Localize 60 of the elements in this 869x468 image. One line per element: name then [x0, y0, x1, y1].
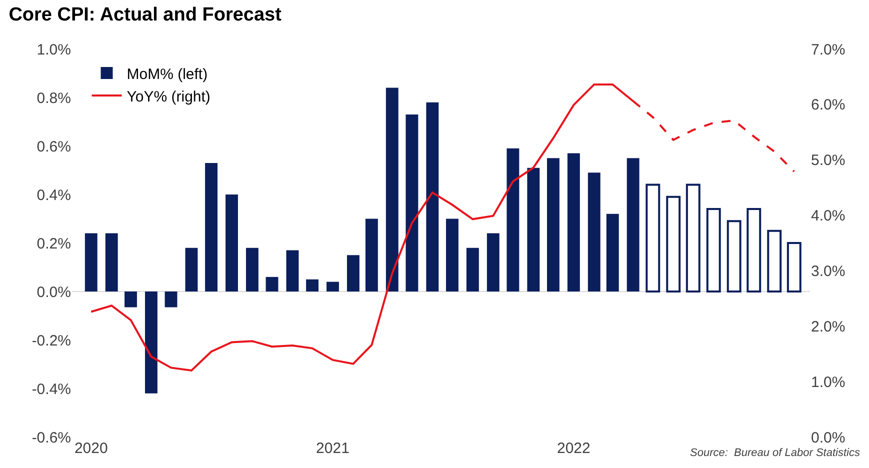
- bar: [205, 162, 218, 292]
- y-tick-label: 0.8%: [36, 90, 71, 107]
- y-tick-label: -0.2%: [32, 332, 71, 350]
- y-tick-label: 0.0%: [36, 284, 71, 301]
- bar: [406, 114, 418, 292]
- bar: [246, 248, 258, 292]
- y-tick-label: 0.4%: [36, 186, 71, 204]
- bar: [124, 292, 137, 308]
- bar: [426, 102, 439, 292]
- x-tick-label: 2020: [74, 440, 108, 457]
- y-tick-label: -0.4%: [32, 380, 71, 398]
- bar: [626, 158, 640, 292]
- y2-tick-label: 0.0%: [811, 429, 846, 446]
- legend-label: YoY% (right): [126, 88, 210, 106]
- chart-title: Core CPI: Actual and Forecast: [8, 4, 282, 26]
- bar: [547, 158, 560, 292]
- bar: [646, 184, 660, 292]
- bar: [185, 248, 198, 292]
- bar: [226, 194, 238, 292]
- bar: [84, 233, 98, 292]
- bar: [686, 184, 700, 292]
- x-tick-label: 2021: [316, 440, 350, 457]
- y2-tick-label: 3.0%: [811, 262, 846, 280]
- y2-tick-label: 7.0%: [811, 41, 846, 58]
- bar: [164, 292, 178, 308]
- source-note: Source: Bureau of Labor Statistics: [690, 447, 860, 459]
- bar: [606, 214, 619, 292]
- bar: [105, 233, 118, 292]
- bar: [286, 250, 299, 292]
- bar: [486, 233, 500, 292]
- bar: [767, 230, 782, 292]
- bar: [666, 196, 681, 292]
- bar: [588, 172, 600, 292]
- bar: [786, 242, 802, 292]
- y2-tick-label: 6.0%: [811, 96, 846, 114]
- bar: [446, 218, 458, 292]
- bar: [567, 153, 580, 292]
- bar: [306, 279, 318, 292]
- x-tick-label: 2022: [556, 440, 590, 457]
- bar: [466, 248, 479, 292]
- bar: [346, 255, 360, 292]
- bar: [326, 282, 339, 292]
- y2-tick-label: 1.0%: [811, 374, 846, 391]
- bar: [386, 88, 398, 292]
- y-tick-label: -0.6%: [32, 429, 71, 446]
- y2-tick-label: 4.0%: [811, 208, 846, 225]
- y2-tick-label: 2.0%: [811, 318, 846, 336]
- legend-label: MoM% (left): [126, 66, 208, 83]
- bar: [266, 276, 278, 292]
- y-tick-label: 1.0%: [36, 41, 71, 58]
- bar: [365, 218, 378, 292]
- bar: [706, 208, 721, 292]
- y-tick-label: 0.2%: [36, 235, 71, 252]
- y-tick-label: 0.6%: [36, 138, 71, 156]
- bar: [746, 208, 762, 292]
- bar: [726, 220, 742, 292]
- y2-tick-label: 5.0%: [811, 152, 846, 170]
- bar: [506, 148, 520, 292]
- bar: [527, 168, 540, 292]
- bar: [144, 292, 158, 394]
